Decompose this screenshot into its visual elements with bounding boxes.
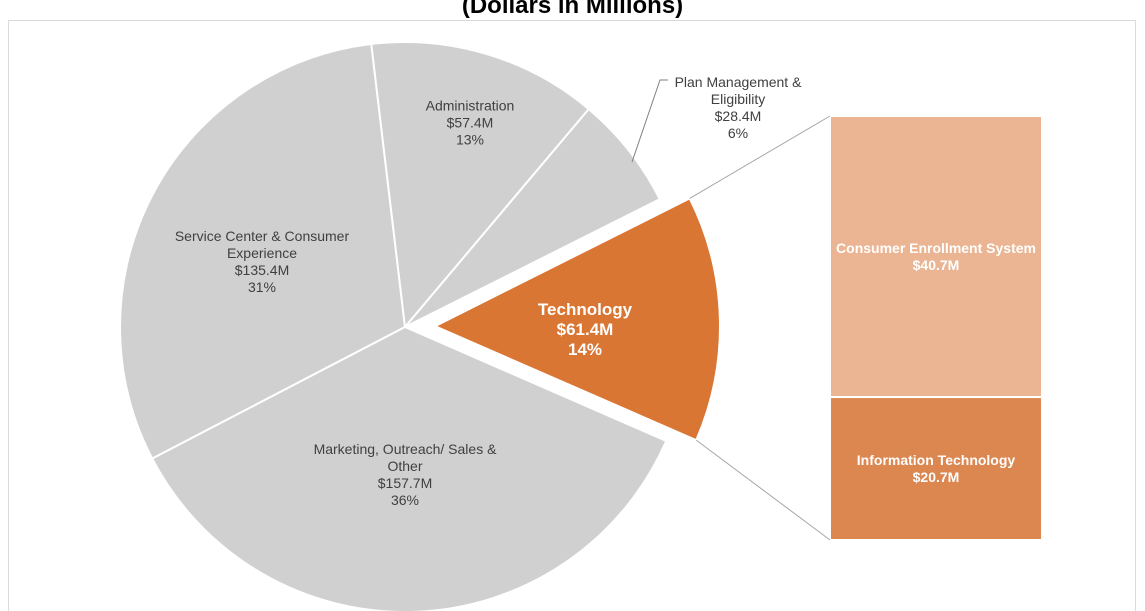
data-label: Service Center & Consumer Experience $135… [167,228,357,296]
data-label: Information Technology $20.7M [835,452,1037,486]
pie-slice [404,107,662,328]
pie-slice [370,41,591,330]
label-line: 36% [390,492,420,508]
label-line: 14% [567,340,603,359]
label-line: Consumer Enrollment System [836,239,1036,256]
label-line: $57.4M [446,114,494,131]
data-label: Administration $57.4M 13% [375,98,565,149]
label-line: $157.7M [377,475,433,491]
label-line: $61.4M [556,320,614,339]
label-line: $20.7M [912,468,960,485]
frame [8,20,1136,611]
bar-segment [829,396,1043,542]
pie-slice [150,325,668,611]
label-line: Service Center & Consumer Experience [174,228,350,261]
label-line: 31% [247,279,277,295]
leader-line [631,79,668,163]
label-line: $135.4M [234,262,290,278]
label-line: Marketing, Outreach/ Sales & Other [313,441,497,474]
connector-line [689,115,831,199]
data-label: Technology $61.4M 14% [505,300,665,360]
label-line: 13% [455,131,485,148]
label-line: 6% [727,125,749,141]
data-label: Marketing, Outreach/ Sales & Other $157.7… [310,441,500,509]
pie-slice [119,42,407,460]
label-line: Technology [537,300,633,319]
label-line: $28.4M [714,108,762,124]
label-line: Administration [425,97,515,114]
label-line: $40.7M [912,256,960,273]
label-line: Plan Management & Eligibility [674,74,802,107]
connector-line [695,439,831,541]
pie-slice [432,197,721,442]
data-label: Consumer Enrollment System $40.7M [835,240,1037,274]
chart-title: (Dollars in Millions) [461,0,684,19]
data-label: Plan Management & Eligibility $28.4M 6% [673,74,803,142]
label-line: Information Technology [856,451,1016,468]
